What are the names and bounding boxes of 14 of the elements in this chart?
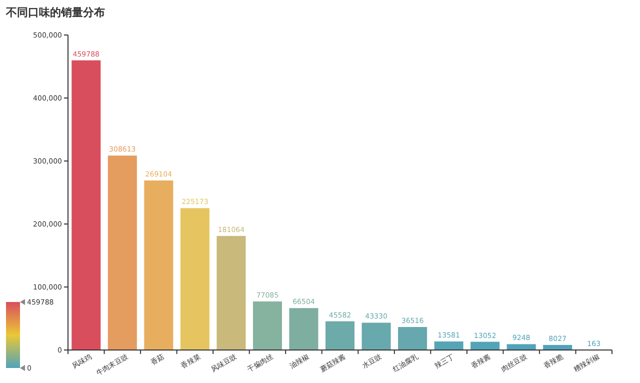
bar (108, 156, 137, 350)
bar (72, 60, 101, 350)
bar (434, 341, 464, 350)
bar (252, 301, 282, 350)
bar (398, 326, 428, 350)
bar (216, 236, 246, 350)
bar (470, 342, 500, 350)
bar (289, 308, 318, 350)
chart-title: 不同口味的销量分布 (5, 6, 105, 19)
bar (506, 344, 536, 350)
bar (180, 208, 210, 350)
bar (325, 321, 355, 350)
bar (144, 180, 174, 350)
bar (362, 322, 391, 350)
